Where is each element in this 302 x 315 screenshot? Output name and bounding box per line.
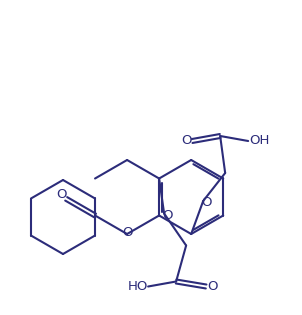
Text: O: O	[122, 226, 132, 238]
Text: HO: HO	[128, 280, 148, 293]
Text: O: O	[207, 280, 217, 293]
Text: O: O	[56, 188, 66, 201]
Text: O: O	[201, 197, 211, 209]
Text: O: O	[181, 135, 191, 147]
Text: O: O	[162, 209, 172, 222]
Text: OH: OH	[249, 135, 269, 147]
